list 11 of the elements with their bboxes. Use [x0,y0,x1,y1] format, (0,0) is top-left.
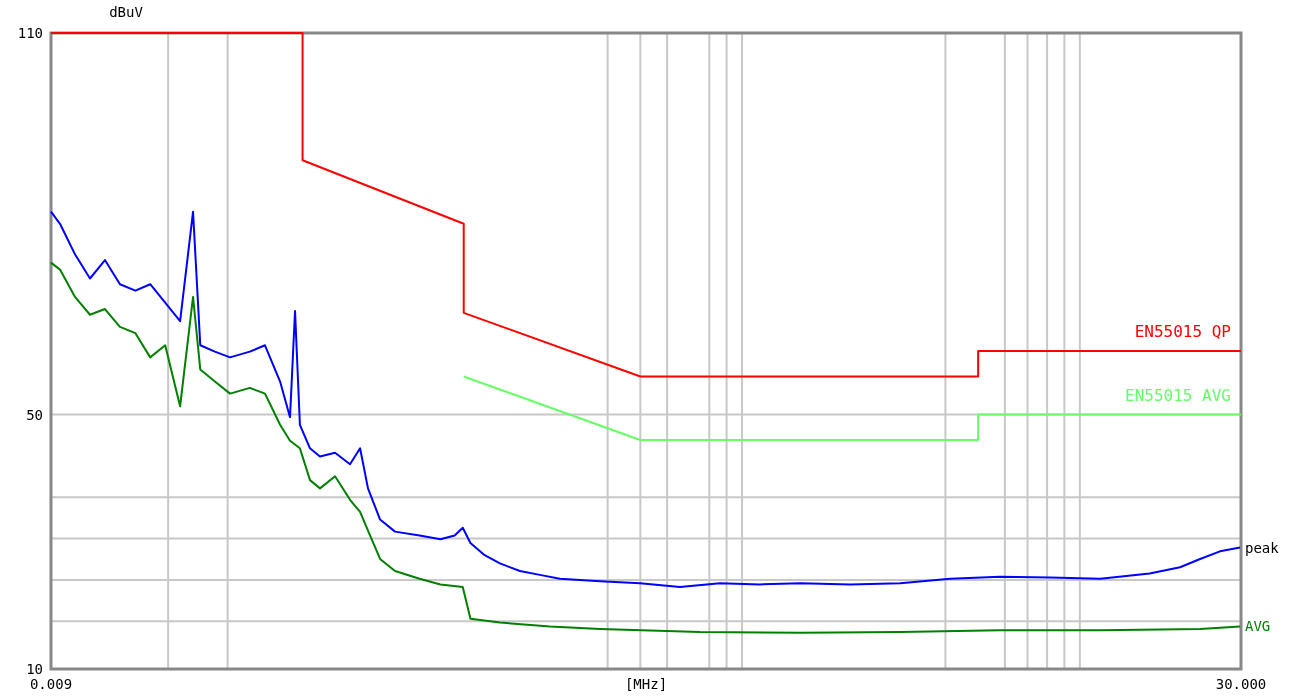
y-tick-label: 50 [26,406,43,423]
y-tick-label: 110 [17,25,43,41]
series-label: EN55015 QP [1134,322,1231,341]
x-tick-label: 0.009 [29,676,73,692]
series-label: EN55015 AVG [1125,385,1231,405]
series-label: AVG [1245,618,1271,635]
series-label: peak [1245,539,1280,556]
x-tick-label: 30.000 [1215,676,1267,692]
x-axis-title: [MHz] [624,676,668,692]
y-tick-label: 10 [26,661,43,677]
y-axis-title: dBuV [109,4,144,20]
